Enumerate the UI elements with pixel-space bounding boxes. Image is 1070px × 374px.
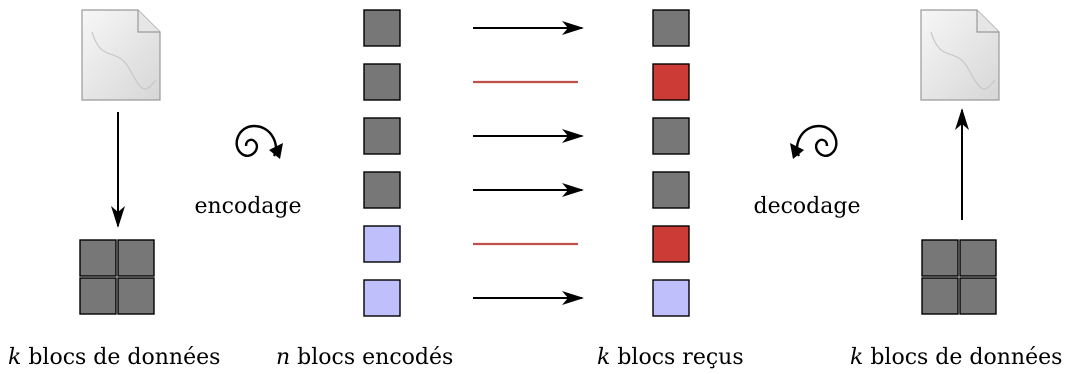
received-caption: k blocs reçus — [597, 345, 744, 370]
encoded-block-2 — [363, 117, 401, 155]
received-block-2 — [652, 117, 690, 155]
output-caption: k blocs de données — [850, 345, 1062, 370]
received-block-1 — [652, 63, 690, 101]
output-block-1 — [959, 239, 997, 277]
output-block-3 — [959, 277, 997, 315]
output-caption-text: blocs de données — [863, 345, 1062, 370]
output-document-icon — [920, 9, 1000, 101]
source-block-3 — [117, 277, 155, 315]
received-caption-text: blocs reçus — [610, 345, 743, 370]
source-block-2 — [79, 277, 117, 315]
source-block-1 — [117, 239, 155, 277]
encoded-block-3 — [363, 171, 401, 209]
received-caption-var: k — [597, 345, 610, 370]
encoded-block-column — [363, 9, 401, 317]
received-block-column — [652, 9, 690, 317]
output-block-2 — [921, 277, 959, 315]
received-block-0 — [652, 9, 690, 47]
spiral-counterclockwise-icon — [790, 124, 838, 159]
source-block-grid — [79, 239, 155, 315]
source-caption-text: blocs de données — [21, 345, 220, 370]
received-block-4 — [652, 225, 690, 263]
encode-label: encodage — [194, 194, 301, 219]
output-block-0 — [921, 239, 959, 277]
source-document-icon — [81, 9, 161, 101]
encoded-block-4 — [363, 225, 401, 263]
encoded-block-1 — [363, 63, 401, 101]
source-caption-var: k — [8, 345, 21, 370]
received-block-5 — [652, 279, 690, 317]
encoded-caption-text: blocs encodés — [290, 345, 453, 370]
source-caption: k blocs de données — [8, 345, 220, 370]
encoded-caption-var: n — [276, 345, 290, 370]
encoded-block-0 — [363, 9, 401, 47]
encoded-block-5 — [363, 279, 401, 317]
source-block-0 — [79, 239, 117, 277]
received-block-3 — [652, 171, 690, 209]
encoded-caption: n blocs encodés — [276, 345, 453, 370]
output-caption-var: k — [850, 345, 863, 370]
decode-label: decodage — [754, 194, 861, 219]
output-block-grid — [921, 239, 997, 315]
transmission-channel — [473, 21, 584, 305]
spiral-clockwise-icon — [235, 124, 283, 159]
